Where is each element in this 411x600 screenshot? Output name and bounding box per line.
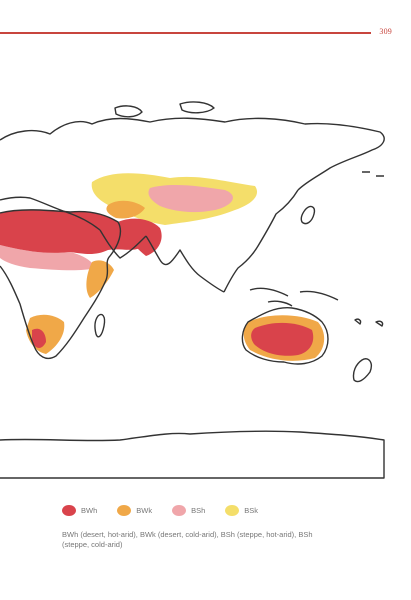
zone-bwh-namib — [32, 328, 46, 348]
coast-east-asia — [223, 189, 299, 293]
zone-bwk-central-asia — [106, 200, 145, 219]
climate-zones — [0, 173, 325, 361]
legend-swatch-bwk — [117, 505, 132, 516]
legend-swatch-bsh — [172, 505, 187, 516]
coast-new-zealand — [352, 358, 372, 383]
zone-bsh-southern-africa — [26, 314, 65, 354]
coast-africa — [0, 209, 122, 360]
coast-south-asia — [145, 235, 225, 293]
legend-caption: BWh (desert, hot-arid), BWk (desert, col… — [62, 530, 313, 549]
page-number: 309 — [379, 27, 392, 36]
coast-eurasia-north — [0, 117, 385, 191]
coast-arctic-islands — [114, 101, 215, 118]
coast-arabia — [99, 229, 147, 259]
climate-map — [0, 101, 385, 479]
legend-label-bwh: BWh — [81, 506, 98, 515]
zone-bwh-arabia — [118, 218, 162, 256]
coastlines — [0, 101, 385, 479]
legend-swatch-bwh — [62, 505, 76, 516]
legend-item-bwh: BWh — [62, 505, 97, 516]
coast-japan — [300, 205, 316, 225]
coast-antarctica — [0, 430, 385, 479]
coast-se-asia-islands — [249, 287, 339, 307]
zone-bsh-central-asia — [148, 184, 233, 213]
zone-bsh-sahel — [0, 245, 95, 271]
legend-item-bwk: BWk — [117, 505, 152, 516]
legend-label-bsk: BSk — [244, 506, 259, 515]
legend-item-bsk: BSk — [225, 505, 258, 516]
header-rule — [0, 32, 371, 34]
zone-bwh-australia — [251, 322, 314, 356]
map-legend: BWh BWk BSh BSk — [62, 505, 278, 516]
zone-bwh-sahara — [0, 209, 140, 254]
coast-madagascar — [94, 313, 106, 338]
legend-swatch-bsk — [225, 505, 240, 516]
coast-pacific-islands — [354, 171, 384, 327]
legend-label-bwk: BWk — [136, 506, 153, 515]
coast-europe — [0, 196, 101, 231]
coast-australia — [241, 307, 329, 365]
legend-item-bsh: BSh — [172, 505, 205, 516]
legend-label-bsh: BSh — [191, 506, 206, 515]
